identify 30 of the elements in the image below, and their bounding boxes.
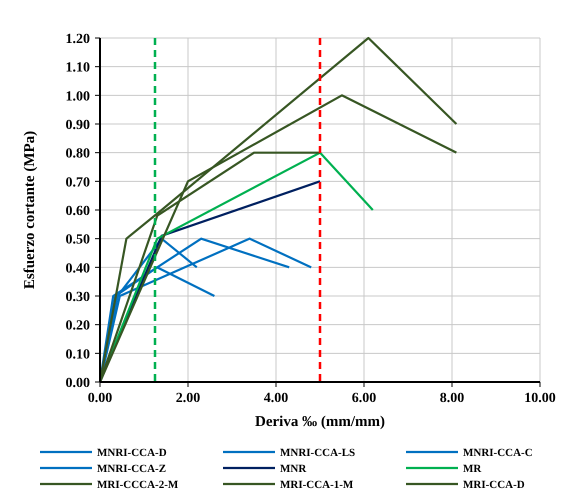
x-tick-label: 0.00 — [88, 391, 112, 406]
x-tick-label: 6.00 — [352, 391, 376, 406]
legend-label: MNRI-CCA-C — [463, 447, 533, 459]
legend-label: MNRI-CCA-D — [97, 447, 167, 459]
y-tick-label: 0.30 — [66, 290, 90, 305]
legend-label: MNRI-CCA-LS — [280, 447, 356, 459]
x-tick-label: 8.00 — [440, 391, 464, 406]
y-tick-label: 0.20 — [66, 318, 90, 334]
y-tick-label: 0.80 — [66, 146, 90, 162]
y-tick-label: 0.00 — [66, 376, 90, 391]
y-tick-label: 0.60 — [66, 204, 90, 219]
legend-label: MRI-CCA-1-M — [280, 479, 354, 491]
y-tick-label: 1.00 — [66, 89, 90, 104]
x-axis-title: Deriva ‰ (mm/mm) — [255, 414, 385, 430]
x-tick-label: 10.00 — [524, 391, 556, 406]
y-tick-label: 0.70 — [66, 175, 90, 190]
legend-label: MRI-CCA-D — [463, 479, 525, 491]
y-tick-label: 0.50 — [66, 232, 90, 248]
x-tick-label: 2.00 — [176, 391, 200, 406]
y-tick-label: 1.20 — [66, 32, 90, 47]
y-tick-label: 0.10 — [66, 347, 90, 362]
y-tick-label: 1.10 — [66, 60, 90, 76]
legend-label: MR — [463, 463, 482, 475]
y-tick-label: 0.90 — [66, 118, 90, 133]
legend-label: MRI-CCCA-2-M — [97, 479, 179, 491]
x-tick-label: 4.00 — [264, 391, 288, 406]
y-tick-label: 0.40 — [66, 261, 90, 276]
legend-label: MNRI-CCA-Z — [97, 463, 166, 475]
y-axis-title: Esfuerzo cortante (MPa) — [22, 130, 38, 290]
legend-label: MNR — [280, 463, 308, 475]
